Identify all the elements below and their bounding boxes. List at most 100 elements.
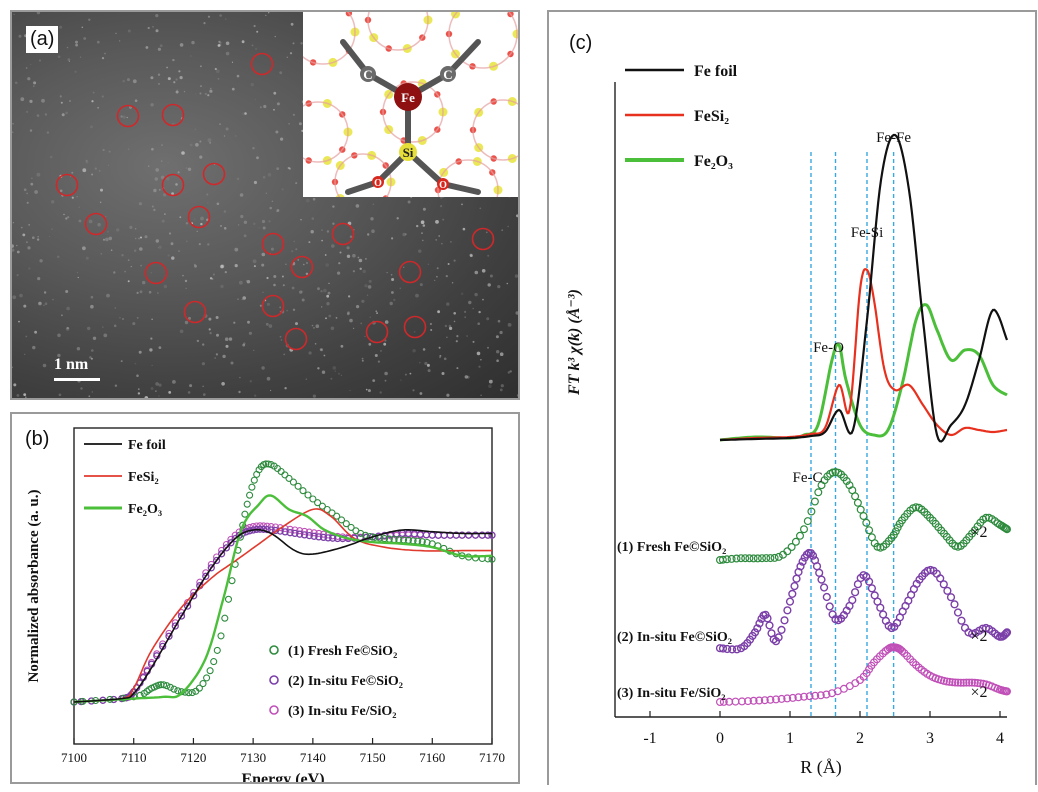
stem-speck [415, 293, 419, 298]
exafs-data-point [856, 505, 865, 514]
stem-speck [372, 379, 376, 382]
stem-speck [253, 24, 256, 28]
stem-speck [241, 298, 243, 301]
stem-speck [210, 87, 212, 90]
stem-speck [243, 342, 246, 345]
stem-speck [127, 280, 130, 283]
stem-speck [43, 291, 47, 294]
xanes-data-point [165, 632, 173, 640]
stem-speck [262, 226, 266, 230]
exafs-data-point [722, 555, 731, 564]
stem-speck [324, 254, 327, 256]
stem-speck [85, 159, 88, 162]
scale-bar [54, 378, 100, 381]
xanes-data-point [329, 534, 337, 542]
exafs-data-point [959, 678, 968, 687]
stem-speck [359, 267, 362, 270]
xanes-data-point [318, 502, 326, 510]
single-atom-circle [284, 327, 308, 351]
stem-speck [220, 284, 224, 289]
stem-speck [20, 226, 23, 229]
stem-speck [16, 250, 20, 254]
stem-speck [37, 277, 41, 281]
stem-speck [242, 343, 246, 347]
stem-speck [91, 100, 94, 103]
atom-label-c: C [363, 67, 372, 82]
stem-speck [97, 223, 101, 227]
single-atom-circle [55, 173, 79, 197]
xanes-data-point [199, 680, 207, 688]
stem-speck [85, 256, 89, 260]
stem-speck [29, 129, 33, 132]
stem-speck [418, 249, 421, 253]
stem-speck [151, 364, 153, 366]
exafs-curve-label: (2) In-situ Fe©SiO₂ [617, 630, 732, 645]
stem-speck [223, 227, 227, 230]
stem-speck [416, 224, 419, 228]
stem-speck [201, 362, 205, 366]
stem-speck [326, 294, 330, 298]
xanes-data-point [185, 689, 193, 697]
stem-speck [147, 26, 150, 30]
exafs-curve-label: (3) In-situ Fe/SiO₂ [617, 686, 725, 701]
xanes-data-point [434, 531, 442, 539]
stem-speck [22, 233, 26, 237]
stem-speck [466, 335, 468, 337]
stem-speck [145, 46, 149, 49]
stem-speck [139, 290, 143, 294]
stem-speck [253, 222, 256, 226]
stem-speck [66, 46, 69, 49]
exafs-x-axis-label: R (Å) [800, 757, 842, 778]
stem-speck [332, 205, 335, 208]
stem-speck [61, 113, 65, 117]
exafs-data-point [815, 568, 824, 577]
stem-speck [276, 209, 280, 212]
stem-speck [346, 254, 351, 258]
exafs-data-point [879, 610, 888, 619]
stem-speck [65, 290, 69, 293]
stem-speck [51, 228, 53, 230]
stem-speck [474, 292, 478, 297]
stem-speck [297, 259, 300, 261]
atom-markers [55, 52, 495, 351]
single-atom-circle [261, 294, 285, 318]
stem-speck [153, 208, 156, 212]
stem-speck [500, 384, 504, 388]
stem-speck [497, 319, 501, 323]
stem-speck [301, 298, 305, 302]
xanes-data-point [380, 535, 389, 543]
stem-speck [57, 255, 60, 258]
stem-speck [107, 230, 109, 233]
stem-speck [65, 217, 68, 220]
exafs-data-point [851, 492, 860, 501]
stem-speck [430, 329, 433, 331]
stem-speck [353, 327, 355, 329]
stem-speck [71, 196, 74, 199]
stem-speck [501, 229, 504, 232]
stem-speck [261, 366, 265, 370]
stem-speck [266, 302, 270, 306]
stem-speck [158, 83, 160, 85]
stem-speck [435, 220, 439, 224]
exafs-data-point [939, 580, 948, 589]
xanes-data-point [171, 622, 179, 630]
exafs-data-point [954, 678, 963, 687]
stem-speck [115, 32, 117, 35]
stem-speck [480, 394, 482, 396]
stem-speck [295, 182, 298, 185]
xanes-data-point [224, 595, 233, 603]
stem-speck [195, 93, 197, 95]
xanes-data-point [314, 499, 322, 507]
stem-speck [348, 295, 351, 298]
exafs-data-point [1000, 630, 1010, 639]
stem-speck [487, 254, 490, 257]
stem-speck [448, 324, 452, 328]
stem-speck [144, 396, 149, 398]
panel-label-b: (b) [25, 428, 50, 450]
stem-speck [233, 321, 236, 324]
stem-speck [58, 393, 62, 397]
stem-speck [151, 205, 154, 208]
carbon-atom [440, 66, 456, 82]
stem-speck [163, 284, 168, 289]
exafs-data-point [811, 691, 820, 700]
